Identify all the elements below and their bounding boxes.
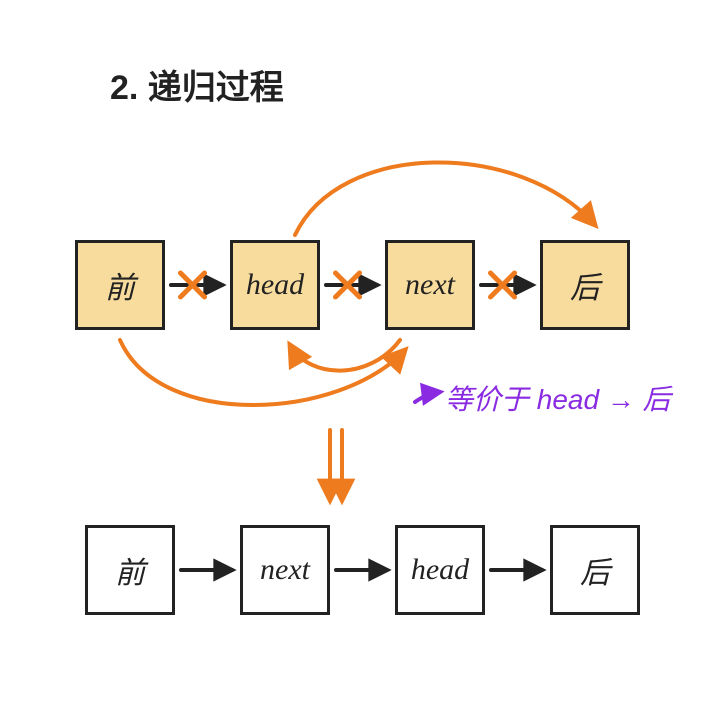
- equivalence-annotation: 等价于 head → 后: [445, 378, 671, 418]
- node-b0: 前: [85, 525, 175, 615]
- node-t1: head: [230, 240, 320, 330]
- node-b3: 后: [550, 525, 640, 615]
- annot-pointer: [415, 392, 440, 402]
- next-to-head-under: [290, 340, 400, 371]
- cross-mark: [491, 273, 515, 297]
- node-b2: head: [395, 525, 485, 615]
- prev-to-next-under: [120, 340, 405, 405]
- cross-mark: [181, 273, 205, 297]
- diagram-title: 2. 递归过程: [110, 60, 284, 109]
- cross-mark: [181, 273, 205, 297]
- node-t3: 后: [540, 240, 630, 330]
- head-to-tail-top: [295, 162, 595, 235]
- cross-mark: [336, 273, 360, 297]
- node-label: 后: [580, 548, 610, 592]
- node-label: next: [260, 553, 310, 587]
- node-label: 前: [115, 548, 145, 592]
- node-label: next: [405, 268, 455, 302]
- cross-mark: [491, 273, 515, 297]
- node-b1: next: [240, 525, 330, 615]
- diagram-canvas: { "type": "flowchart", "title": "2. 递归过程…: [0, 0, 720, 720]
- node-label: 前: [105, 263, 135, 307]
- node-t2: next: [385, 240, 475, 330]
- node-label: 后: [570, 263, 600, 307]
- node-t0: 前: [75, 240, 165, 330]
- cross-mark: [336, 273, 360, 297]
- node-label: head: [411, 553, 469, 587]
- node-label: head: [246, 268, 304, 302]
